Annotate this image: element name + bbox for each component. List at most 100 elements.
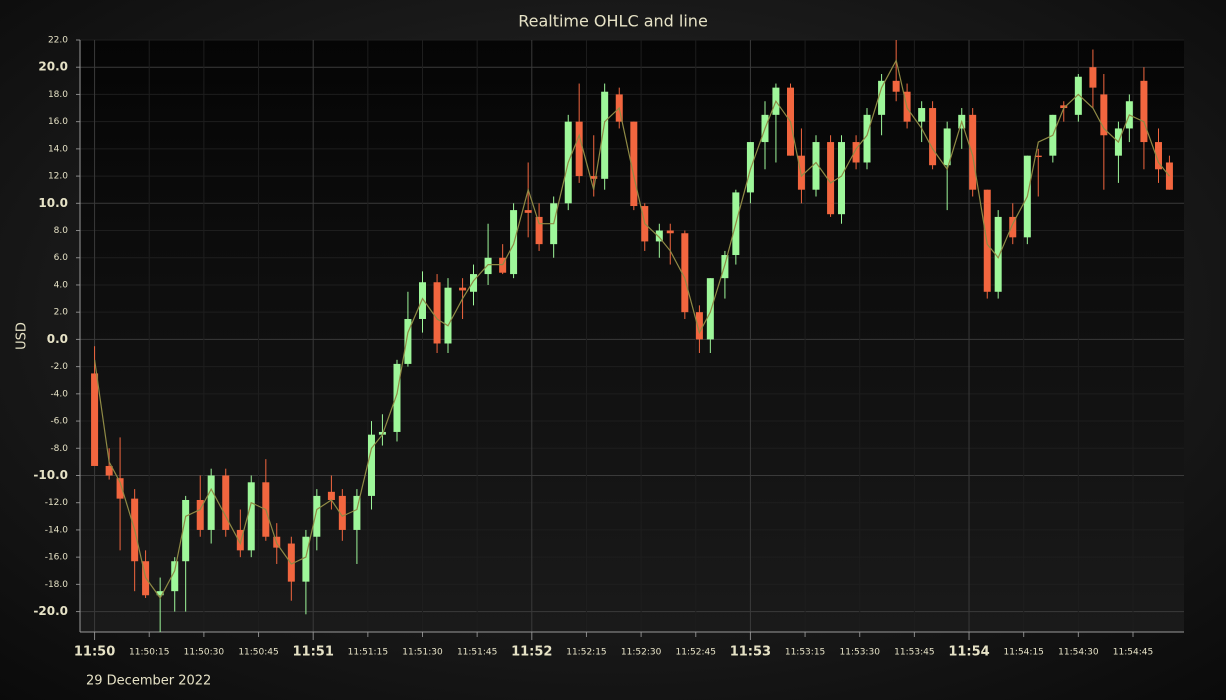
x-tick-label: 11:50:45	[238, 648, 278, 658]
candle-body	[706, 278, 714, 340]
candle-body	[838, 142, 846, 215]
x-tick-label: 11:50:15	[129, 648, 169, 658]
x-tick-label: 11:50	[74, 645, 115, 660]
x-tick-label: 11:53	[730, 645, 771, 660]
candle-body	[433, 282, 441, 344]
x-tick-label: 11:52:15	[566, 648, 606, 658]
x-tick-label: 11:51:45	[457, 648, 497, 658]
y-tick-label: 6.0	[54, 253, 69, 263]
candle-body	[207, 475, 215, 530]
candle-body	[878, 80, 886, 115]
candle-body	[327, 491, 335, 500]
x-tick-label: 11:51:30	[402, 648, 443, 658]
y-tick-label: -18.0	[45, 580, 69, 590]
x-tick-label: 11:50:30	[184, 648, 225, 658]
y-tick-label: 14.0	[48, 144, 68, 154]
candle-body	[1034, 155, 1042, 158]
y-tick-label: 10.0	[38, 196, 68, 210]
y-tick-label: 4.0	[54, 280, 69, 290]
x-tick-label: 11:53:45	[894, 648, 934, 658]
x-tick-label: 11:54:30	[1058, 648, 1099, 658]
candle-body	[353, 495, 361, 530]
candle-body	[287, 543, 295, 582]
candle-body	[247, 482, 255, 551]
y-tick-label: 18.0	[48, 90, 68, 100]
x-tick-label: 11:54	[948, 645, 989, 660]
candle-body	[575, 121, 583, 177]
candle-body	[338, 495, 346, 530]
candle-body	[236, 529, 244, 551]
candle-body	[827, 142, 835, 215]
candle-body	[852, 142, 860, 163]
y-tick-label: -2.0	[50, 362, 68, 372]
y-tick-label: -4.0	[50, 389, 68, 399]
candle-body	[196, 499, 204, 530]
candle-body	[91, 373, 99, 466]
candle-body	[1089, 67, 1097, 88]
candle-body	[116, 478, 124, 499]
x-tick-label: 11:51:15	[348, 648, 388, 658]
y-tick-label: -6.0	[50, 417, 68, 427]
y-tick-label: 20.0	[38, 60, 68, 74]
y-tick-label: 8.0	[54, 226, 69, 236]
y-tick-label: -8.0	[50, 444, 68, 454]
candle-body	[459, 287, 467, 291]
candle-body	[918, 108, 926, 122]
x-tick-label: 11:53:15	[785, 648, 825, 658]
candle-body	[222, 475, 230, 530]
x-tick-label: 11:51	[292, 645, 333, 660]
candle-body	[367, 434, 375, 496]
candle-body	[499, 257, 507, 273]
chart-title: Realtime OHLC and line	[518, 12, 708, 31]
candle-body	[1154, 142, 1162, 170]
x-tick-label: 11:53:30	[840, 648, 881, 658]
candle-body	[681, 233, 689, 313]
candle-body	[655, 230, 663, 242]
candle-body	[1074, 76, 1082, 115]
candle-body	[590, 176, 598, 179]
y-tick-label: -12.0	[45, 498, 69, 508]
date-label: 29 December 2022	[86, 674, 211, 689]
x-tick-label: 11:52:45	[676, 648, 716, 658]
candle-body	[484, 257, 492, 275]
x-tick-label: 11:52:30	[621, 648, 662, 658]
candle-body	[1009, 216, 1017, 238]
candle-body	[994, 216, 1002, 292]
candle-body	[156, 591, 164, 596]
y-tick-label: 12.0	[48, 172, 68, 182]
candle-body	[105, 465, 113, 476]
y-tick-label: -14.0	[45, 525, 69, 535]
candle-body	[444, 287, 452, 344]
candle-body	[630, 121, 638, 207]
y-tick-label: -10.0	[33, 468, 68, 482]
candle-body	[1140, 80, 1148, 143]
candle-body	[863, 114, 871, 163]
candle-body	[313, 495, 321, 537]
candle-body	[470, 274, 478, 292]
candle-body	[969, 114, 977, 190]
candle-body	[1100, 94, 1108, 136]
line-series	[94, 58, 1170, 600]
y-tick-label: -16.0	[45, 553, 69, 563]
candle-body	[1060, 105, 1068, 109]
y-tick-label: 0.0	[47, 332, 68, 346]
candle-body	[302, 536, 310, 582]
candle-body	[601, 91, 609, 179]
y-tick-label: -20.0	[33, 604, 68, 618]
candle-body	[182, 499, 190, 562]
candle-body	[695, 312, 703, 340]
x-tick-label: 11:54:45	[1113, 648, 1153, 658]
candle-body	[892, 80, 900, 92]
y-tick-label: 16.0	[48, 117, 68, 127]
candle-body	[404, 318, 412, 364]
candle-body	[812, 142, 820, 190]
candle-body	[797, 155, 805, 190]
y-axis-label: USD	[15, 322, 30, 350]
candle-body	[535, 216, 543, 245]
y-tick-label: 2.0	[54, 308, 69, 318]
candle-body	[171, 561, 179, 592]
candle-body	[1165, 162, 1173, 190]
candle-body	[666, 230, 674, 234]
